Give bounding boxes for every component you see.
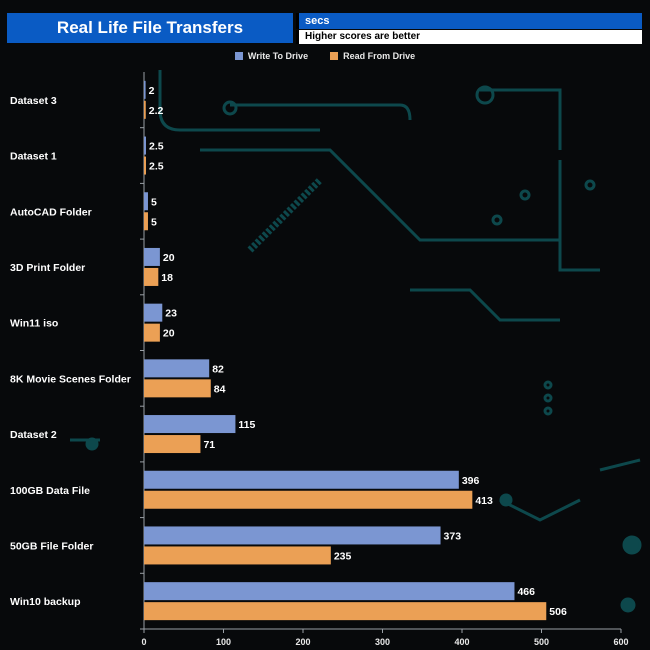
value-label-read: 235 (334, 550, 352, 562)
circuit-trace (200, 148, 560, 242)
bar-write (144, 192, 148, 211)
circuit-trace (599, 458, 641, 472)
legend: Write To Drive Read From Drive (0, 50, 650, 62)
bar-write (144, 247, 160, 266)
bar-read (144, 546, 331, 565)
unit-label: secs (296, 13, 642, 29)
legend-item-read: Read From Drive (330, 50, 415, 62)
value-label-write: 5 (151, 196, 157, 208)
category-label: Dataset 2 (10, 429, 57, 441)
circuit-node (620, 597, 636, 613)
value-label-read: 506 (549, 606, 567, 618)
legend-label-read: Read From Drive (343, 51, 416, 61)
circuit-trace (247, 177, 323, 253)
score-note: Higher scores are better (296, 30, 642, 44)
circuit-node (543, 406, 553, 416)
bar-write (144, 582, 515, 601)
value-label-write: 466 (517, 586, 535, 598)
bar-read (144, 435, 201, 454)
category-label: Win10 backup (10, 596, 81, 608)
bar-read (144, 602, 547, 621)
bar-read (144, 212, 148, 231)
circuit-node (543, 380, 553, 390)
category-label: Win11 iso (10, 318, 58, 330)
value-label-read: 20 (163, 328, 175, 340)
circuit-node (491, 214, 503, 226)
labels-layer: 0 100 200 300 400 500 600 Dataset 3 2 2.2 Dataset … (10, 85, 629, 647)
value-label-read: 84 (214, 383, 226, 395)
circuit-node (584, 179, 596, 191)
value-label-read: 71 (203, 439, 215, 451)
bar-write (144, 359, 210, 378)
value-label-read: 2.2 (149, 105, 164, 117)
circuit-node (475, 85, 495, 105)
x-tick-label: 400 (454, 637, 469, 647)
bar-read (144, 323, 160, 342)
value-label-write: 373 (444, 530, 462, 542)
category-label: Dataset 3 (10, 95, 57, 107)
bar-read (144, 100, 146, 119)
bar-write (144, 80, 146, 99)
category-label: Dataset 1 (10, 151, 57, 163)
circuit-trace (499, 498, 581, 522)
category-label: 3D Print Folder (10, 262, 85, 274)
bars-layer (144, 80, 547, 621)
chart-title: Real Life File Transfers (7, 13, 293, 43)
bar-write (144, 470, 459, 489)
value-label-read: 5 (151, 216, 157, 228)
value-label-read: 413 (475, 495, 493, 507)
bar-read (144, 156, 146, 175)
bar-write (144, 415, 236, 434)
circuit-node (499, 493, 513, 507)
bar-write (144, 136, 146, 155)
circuit-node (222, 100, 238, 116)
x-tick-label: 500 (534, 637, 549, 647)
x-tick-label: 600 (613, 637, 628, 647)
circuit-trace (480, 88, 562, 150)
circuit-node (543, 393, 553, 403)
bar-read (144, 490, 473, 509)
value-label-read: 18 (161, 272, 173, 284)
circuit-trace (158, 70, 320, 132)
x-tick-label: 100 (216, 637, 231, 647)
circuit-trace (230, 103, 412, 121)
circuit-node (622, 535, 642, 555)
value-label-write: 2 (149, 85, 155, 97)
category-label: AutoCAD Folder (10, 206, 92, 218)
circuit-background (70, 70, 642, 613)
legend-label-write: Write To Drive (247, 51, 309, 61)
x-tick-label: 300 (375, 637, 390, 647)
value-label-write: 23 (165, 308, 177, 320)
value-label-write: 396 (462, 475, 480, 487)
circuit-node (85, 437, 99, 451)
category-label: 100GB Data File (10, 485, 90, 497)
bar-write (144, 303, 163, 322)
value-label-write: 20 (163, 252, 175, 264)
legend-item-write: Write To Drive (234, 50, 309, 62)
circuit-trace (410, 288, 560, 322)
x-tick-label: 0 (141, 637, 146, 647)
circuit-node (519, 189, 531, 201)
circuit-trace (558, 160, 600, 272)
value-label-write: 2.5 (149, 141, 164, 153)
value-label-write: 115 (238, 419, 255, 431)
x-tick-label: 200 (295, 637, 310, 647)
legend-swatch-read (330, 52, 339, 60)
bar-read (144, 267, 159, 286)
bar-read (144, 379, 211, 398)
legend-swatch-write (234, 52, 243, 60)
value-label-write: 82 (212, 363, 224, 375)
category-label: 8K Movie Scenes Folder (10, 373, 131, 385)
value-label-read: 2.5 (149, 161, 164, 173)
bar-write (144, 526, 441, 545)
category-label: 50GB File Folder (10, 540, 93, 552)
